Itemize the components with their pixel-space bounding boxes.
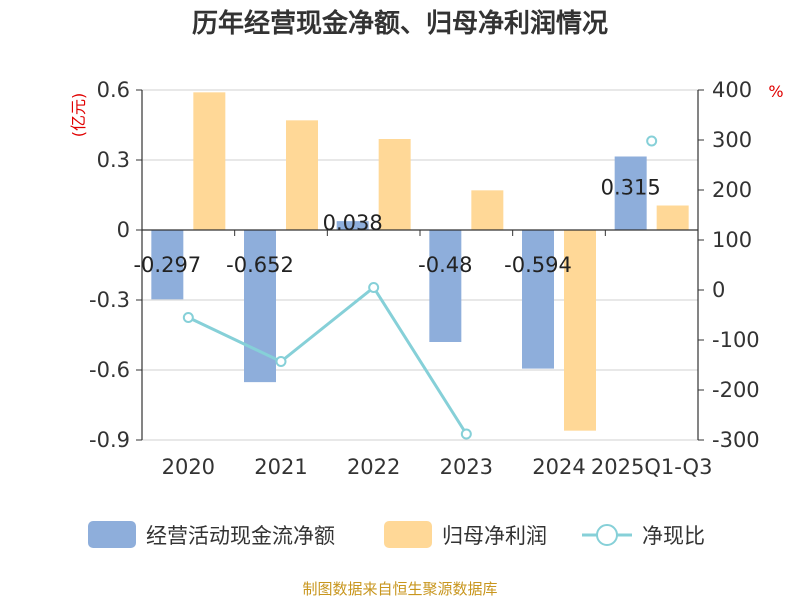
- left-tick-label: -0.6: [89, 358, 130, 382]
- ratio-point: [368, 282, 380, 293]
- bar-net-profit: [286, 120, 318, 230]
- bar-cash-flow: [429, 230, 462, 342]
- x-tick-label: 2025Q1-Q3: [591, 455, 713, 479]
- bar-cash-flow: [522, 230, 554, 369]
- x-tick-label: 2022: [347, 455, 400, 479]
- bar-cash-flow: [614, 156, 647, 230]
- legend-label: 归母净利润: [442, 524, 547, 548]
- legend-label: 经营活动现金流净额: [146, 524, 335, 548]
- cash-flow-value-label: 0.038: [323, 211, 383, 235]
- bar-net-profit: [378, 139, 411, 230]
- bars: [151, 92, 689, 431]
- legend-swatch-bar: [88, 521, 136, 548]
- x-tick-label: 2023: [440, 455, 493, 479]
- right-tick-label: -200: [712, 378, 760, 402]
- left-tick-label: -0.3: [89, 288, 130, 312]
- x-tick-label: 2021: [254, 455, 307, 479]
- bar-net-profit: [564, 230, 596, 431]
- bar-cash-flow: [151, 230, 184, 300]
- tick-labels: 0.6 0.3 0 -0.3 -0.6 -0.9 400 300 200 100 0 -100 -200…: [89, 78, 760, 479]
- bar-net-profit: [656, 205, 689, 230]
- right-tick-label: 100: [712, 228, 752, 252]
- legend: 经营活动现金流净额 归母净利润 净现比: [88, 521, 705, 548]
- right-tick-label: 200: [712, 178, 752, 202]
- cash-flow-value-label: -0.652: [226, 253, 294, 277]
- right-tick-label: 400: [712, 78, 752, 102]
- data-labels: -0.297 -0.652 0.038 -0.48 -0.594 0.315: [133, 176, 660, 278]
- right-axis-unit: %: [768, 82, 783, 101]
- bar-cash-flow: [336, 221, 369, 230]
- legend-label: 净现比: [642, 524, 705, 548]
- x-tick-label: 2024: [532, 455, 585, 479]
- left-axis-unit: (亿元): [69, 93, 88, 138]
- ratio-line: [182, 135, 658, 440]
- legend-swatch-bar: [384, 521, 432, 548]
- left-tick-label: 0.3: [97, 148, 130, 172]
- bar-net-profit: [471, 190, 504, 230]
- ratio-point: [182, 312, 194, 323]
- right-tick-label: -100: [712, 328, 760, 352]
- chart-title: 历年经营现金净额、归母净利润情况: [192, 8, 608, 39]
- right-tick-label: 0: [712, 278, 725, 302]
- left-tick-label: -0.9: [89, 428, 130, 452]
- ratio-line-segment: [187, 285, 468, 435]
- x-tick-label: 2020: [162, 455, 215, 479]
- ratio-point: [646, 135, 658, 147]
- ratio-point: [275, 356, 287, 367]
- cash-flow-value-label: 0.315: [601, 176, 661, 200]
- legend-swatch-marker: [596, 524, 618, 546]
- right-tick-label: 300: [712, 128, 752, 152]
- cash-flow-value-label: -0.594: [504, 253, 572, 277]
- bar-net-profit: [193, 92, 226, 230]
- left-tick-label: 0.6: [97, 78, 130, 102]
- cash-flow-value-label: -0.297: [133, 253, 201, 277]
- cash-flow-value-label: -0.48: [418, 253, 472, 277]
- axes: [136, 89, 704, 441]
- left-tick-label: 0: [117, 218, 130, 242]
- source-note: 制图数据来自恒生聚源数据库: [302, 580, 497, 598]
- right-tick-label: -300: [712, 428, 760, 452]
- ratio-point: [460, 428, 472, 440]
